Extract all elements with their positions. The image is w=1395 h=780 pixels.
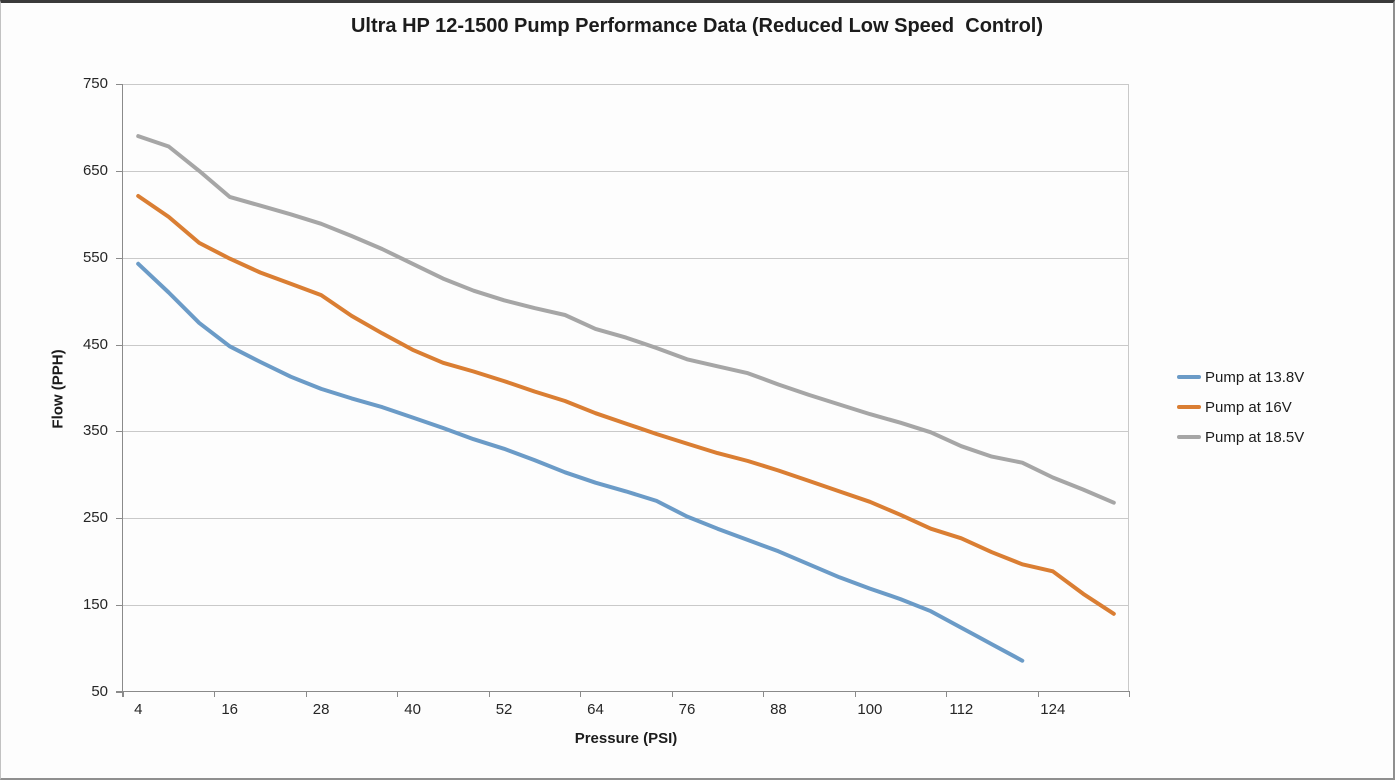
y-tick-label: 350 bbox=[82, 422, 108, 439]
x-tick-mark bbox=[1038, 692, 1039, 697]
x-tick-label: 76 bbox=[678, 701, 696, 718]
x-tick-label: 100 bbox=[857, 701, 883, 718]
y-tick-mark bbox=[116, 171, 123, 172]
y-axis-title: Flow (PPH) bbox=[49, 349, 67, 429]
y-tick-mark bbox=[116, 345, 123, 346]
x-tick-label: 4 bbox=[134, 701, 143, 718]
y-tick-mark bbox=[116, 605, 123, 606]
x-tick-mark bbox=[946, 692, 947, 697]
x-tick-label: 88 bbox=[770, 701, 787, 718]
legend-label: Pump at 16V bbox=[1205, 398, 1292, 416]
series-line-2 bbox=[136, 134, 1116, 505]
y-axis-line bbox=[122, 84, 123, 697]
y-tick-label: 250 bbox=[82, 509, 108, 526]
legend: Pump at 13.8V Pump at 16V Pump at 18.5V bbox=[1177, 366, 1304, 456]
legend-label: Pump at 13.8V bbox=[1205, 368, 1305, 386]
legend-label: Pump at 18.5V bbox=[1205, 428, 1305, 446]
series-line-0 bbox=[136, 261, 1025, 663]
x-tick-label: 52 bbox=[495, 701, 513, 718]
y-tick-label: 450 bbox=[82, 336, 108, 353]
plot-area bbox=[123, 84, 1129, 692]
x-tick-mark bbox=[763, 692, 764, 697]
x-axis-title: Pressure (PSI) bbox=[574, 730, 678, 747]
x-tick-label: 124 bbox=[1040, 701, 1066, 718]
y-tick-label: 150 bbox=[82, 596, 108, 613]
y-tick-label: 650 bbox=[82, 162, 108, 179]
y-tick-mark bbox=[116, 431, 123, 432]
plot-svg bbox=[123, 84, 1129, 692]
y-tick-mark bbox=[116, 692, 123, 693]
y-tick-mark bbox=[116, 258, 123, 259]
y-tick-label: 750 bbox=[82, 75, 108, 92]
y-tick-mark bbox=[116, 518, 123, 519]
y-tick-label: 550 bbox=[82, 249, 108, 266]
legend-line-swatch bbox=[1177, 405, 1201, 409]
series-line-1 bbox=[136, 194, 1116, 616]
x-tick-label: 112 bbox=[949, 701, 974, 718]
x-tick-label: 28 bbox=[312, 701, 330, 718]
chart-title: Ultra HP 12-1500 Pump Performance Data (… bbox=[350, 15, 1044, 37]
x-tick-label: 16 bbox=[221, 701, 239, 718]
x-tick-mark bbox=[123, 692, 124, 697]
legend-item: Pump at 18.5V bbox=[1177, 426, 1304, 448]
x-tick-mark bbox=[397, 692, 398, 697]
legend-line-swatch bbox=[1177, 435, 1201, 439]
x-tick-mark bbox=[214, 692, 215, 697]
x-tick-label: 64 bbox=[587, 701, 604, 718]
legend-line-swatch bbox=[1177, 375, 1201, 379]
legend-item: Pump at 13.8V bbox=[1177, 366, 1304, 388]
y-tick-mark bbox=[116, 84, 123, 85]
x-tick-mark bbox=[580, 692, 581, 697]
legend-item: Pump at 16V bbox=[1177, 396, 1304, 418]
x-tick-mark bbox=[1129, 692, 1130, 697]
x-tick-mark bbox=[672, 692, 673, 697]
x-tick-label: 40 bbox=[404, 701, 421, 718]
x-tick-mark bbox=[855, 692, 856, 697]
x-tick-mark bbox=[489, 692, 490, 697]
y-tick-label: 50 bbox=[91, 683, 108, 700]
x-axis-line bbox=[116, 691, 1130, 692]
x-tick-mark bbox=[306, 692, 307, 697]
